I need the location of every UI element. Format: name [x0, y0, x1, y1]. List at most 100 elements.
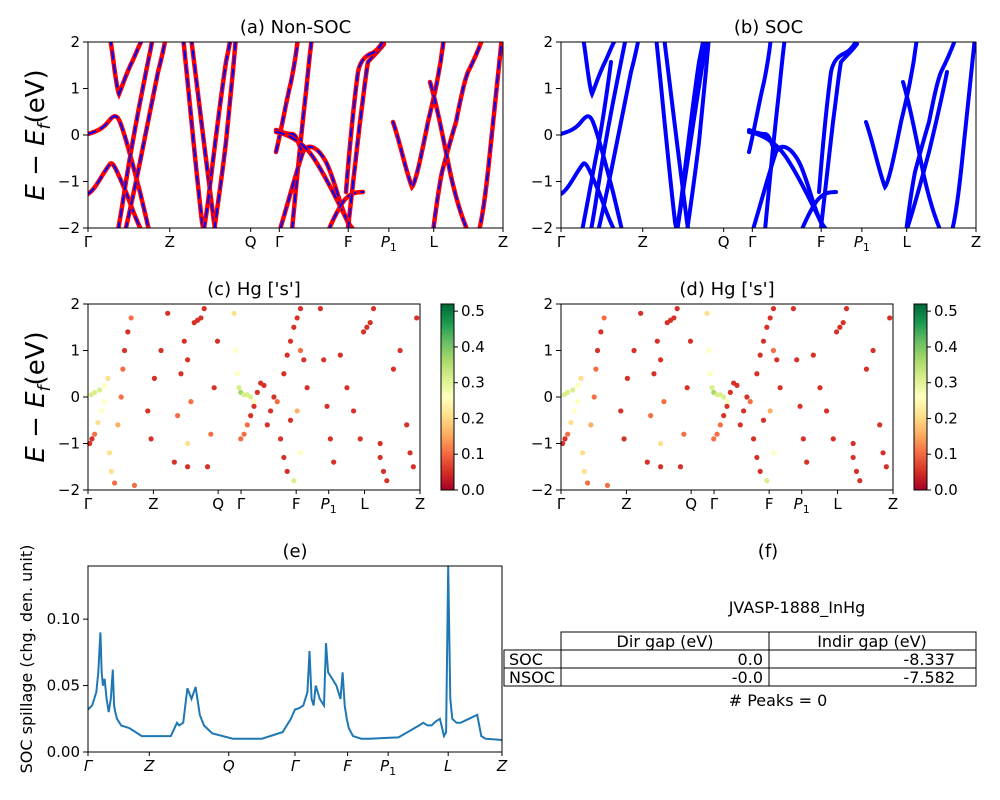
- panel-b-x-ticks: Γ Z Q Γ F P1 L Z: [557, 228, 981, 254]
- panel-d-cb-tick-label: 0.2: [934, 409, 958, 427]
- panel-d-xtick-label: Q: [685, 495, 697, 513]
- panel-b-xtick-label: Γ: [748, 233, 757, 251]
- projection-dot: [863, 366, 870, 372]
- panel-c-y-ticks: −2 −1 0 1 2: [58, 295, 88, 499]
- projection-dot: [741, 408, 747, 414]
- panel-a-ytick-label: −2: [58, 219, 80, 237]
- soc-band-dashed-overlay: [182, 42, 205, 228]
- projection-dot: [638, 310, 644, 316]
- projection-dot: [562, 436, 568, 442]
- projection-dot: [151, 375, 157, 381]
- projection-dot: [287, 338, 294, 344]
- projection-dot: [857, 478, 863, 484]
- projection-dot: [384, 478, 390, 484]
- projection-dot: [565, 431, 571, 437]
- panel-a-xtick-label: Γ: [84, 233, 93, 251]
- projection-dot: [777, 385, 783, 391]
- projection-dot: [281, 454, 287, 461]
- projection-dot: [817, 385, 823, 391]
- panel-a-ytick-label: 1: [70, 80, 80, 98]
- material-label: JVASP-1888_InHg: [728, 598, 866, 618]
- projection-dot: [281, 371, 287, 377]
- projection-dot: [98, 408, 104, 414]
- band-ylabel-row1: E − Ef(eV): [21, 69, 55, 200]
- panel-d-xtick-label: Γ: [557, 495, 566, 513]
- soc-band-line: [596, 42, 641, 228]
- panel-d-colorbar: [913, 303, 928, 491]
- projection-dot: [804, 459, 810, 465]
- projection-dot: [367, 320, 373, 326]
- panel-e-xtick-label: P1: [380, 757, 396, 778]
- spillage-ylabel: SOC spillage (chg. den. unit): [17, 545, 36, 774]
- projection-dot: [95, 419, 101, 426]
- projection-dot: [271, 394, 277, 400]
- panel-c-dots: [87, 306, 420, 488]
- projection-dot: [377, 454, 383, 461]
- projection-dot: [268, 408, 274, 414]
- projection-dot: [593, 366, 599, 372]
- panel-d-xtick-label: F: [765, 495, 774, 513]
- projection-dot: [284, 352, 290, 358]
- projection-dot: [850, 440, 856, 447]
- projection-dot: [711, 436, 717, 442]
- projection-dot: [618, 408, 624, 414]
- table-row-soc-label: SOC: [509, 650, 543, 669]
- panel-c-xtick-label: F: [292, 495, 301, 513]
- panel-a-xtick-label: Z: [498, 233, 508, 251]
- projection-dot: [241, 431, 247, 437]
- panel-c-cb-tick-label: 0.2: [461, 409, 485, 427]
- projection-dot: [297, 347, 304, 354]
- projection-dot: [754, 454, 760, 461]
- projection-dot: [351, 408, 357, 414]
- panel-c-ytick-label: 2: [70, 295, 80, 313]
- nsoc-band-line: [108, 42, 144, 100]
- projection-dot: [760, 338, 767, 344]
- projection-dot: [145, 408, 151, 414]
- projection-dot: [251, 403, 257, 409]
- projection-dot: [707, 371, 714, 377]
- panel-c-frame: [87, 303, 421, 491]
- projection-dot: [410, 464, 416, 470]
- panel-b-xtick-label: L: [903, 233, 912, 251]
- soc-band-line: [675, 42, 706, 228]
- projection-dot: [251, 399, 257, 405]
- projection-dot: [837, 324, 843, 330]
- panel-a-xtick-label: Z: [165, 233, 175, 251]
- projection-dot: [102, 382, 108, 388]
- projection-dot: [757, 352, 763, 358]
- panel-c-ytick-label: 0: [70, 388, 80, 406]
- nsoc-band-line: [390, 42, 446, 192]
- panel-d-xtick-label: P1: [794, 495, 810, 516]
- projection-dot: [128, 315, 134, 321]
- panel-b-ytick-label: 0: [543, 126, 553, 144]
- projection-dot: [671, 315, 677, 321]
- projection-dot: [754, 371, 760, 377]
- projection-dot: [231, 310, 237, 316]
- projection-dot: [92, 389, 98, 395]
- projection-dot: [644, 459, 650, 465]
- panel-d-ytick-label: −1: [531, 435, 553, 453]
- projection-dot: [767, 315, 773, 321]
- projection-dot: [824, 408, 830, 414]
- panel-c-xtick-label: Γ: [237, 495, 246, 513]
- projection-dot: [185, 357, 191, 363]
- projection-dot: [734, 382, 740, 388]
- projection-dot: [248, 394, 254, 400]
- panel-e-xtick-label: Γ: [291, 757, 301, 775]
- projection-dot: [89, 436, 95, 442]
- table-header-indir: Indir gap (eV): [817, 632, 927, 651]
- soc-band-line: [905, 70, 949, 228]
- projection-dot: [850, 454, 856, 461]
- projection-dot: [204, 464, 211, 470]
- soc-band-dashed-overlay: [213, 42, 237, 228]
- projection-dot: [744, 394, 750, 400]
- projection-dot: [97, 387, 103, 393]
- projection-dot: [880, 450, 886, 456]
- projection-dot: [331, 459, 337, 465]
- projection-dot: [304, 385, 310, 391]
- projection-dot: [687, 338, 694, 344]
- projection-dot: [175, 413, 181, 419]
- projection-dot: [794, 357, 800, 363]
- projection-dot: [158, 347, 164, 354]
